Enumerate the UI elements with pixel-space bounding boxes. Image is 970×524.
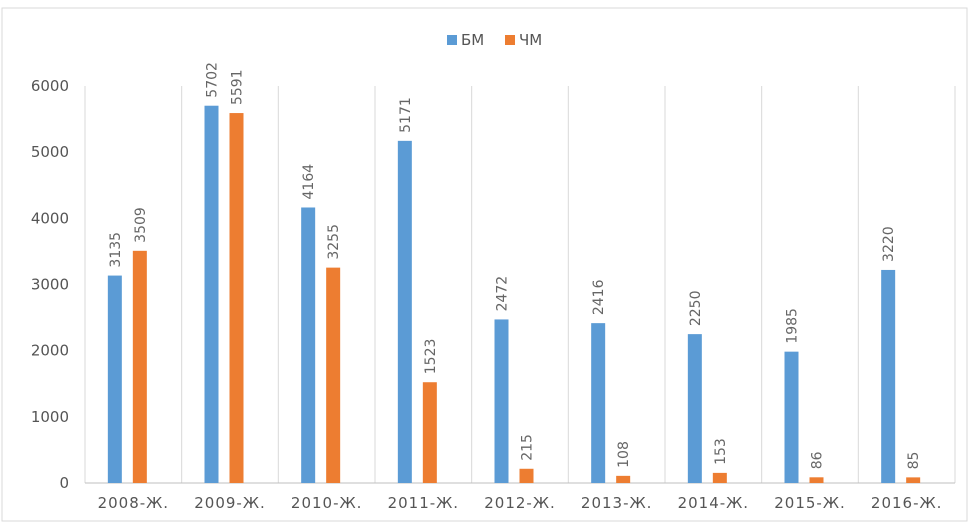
data-label: 1985: [785, 308, 801, 344]
data-label: 1523: [423, 339, 439, 375]
x-tick-label: 2014-Ж.: [678, 494, 750, 512]
bar: [204, 105, 219, 484]
bar: [301, 207, 316, 483]
bar: [809, 477, 824, 483]
bar: [784, 351, 799, 483]
x-tick-label: 2012-Ж.: [484, 494, 556, 512]
y-tick-label: 3000: [31, 276, 69, 294]
legend-label: ЧМ: [519, 31, 542, 49]
legend-label: БМ: [461, 31, 484, 49]
data-label: 5591: [230, 69, 246, 105]
data-label: 3255: [326, 224, 342, 260]
bar: [422, 382, 437, 483]
data-label: 5171: [398, 97, 414, 133]
bar: [229, 113, 244, 483]
bar: [687, 334, 702, 483]
x-tick-label: 2016-Ж.: [871, 494, 943, 512]
data-label: 86: [810, 451, 826, 469]
data-label: 3220: [881, 226, 897, 262]
data-label: 2250: [688, 290, 704, 326]
x-tick-label: 2015-Ж.: [774, 494, 846, 512]
y-tick-label: 2000: [31, 342, 69, 360]
bar: [107, 275, 122, 483]
x-tick-label: 2010-Ж.: [291, 494, 363, 512]
data-label: 108: [616, 441, 632, 468]
bar: [326, 267, 341, 483]
legend-swatch: [505, 35, 515, 45]
bar: [616, 475, 631, 483]
y-tick-label: 1000: [31, 408, 69, 426]
x-tick-label: 2013-Ж.: [581, 494, 653, 512]
data-label: 2472: [495, 276, 511, 312]
y-tick-label: 6000: [31, 77, 69, 95]
y-tick-label: 4000: [31, 209, 69, 227]
bar: [906, 477, 921, 483]
bar: [132, 250, 147, 483]
data-label: 3509: [133, 207, 149, 243]
data-label: 85: [906, 452, 922, 470]
bar: [519, 468, 534, 483]
data-label: 5702: [205, 62, 221, 98]
x-tick-label: 2011-Ж.: [388, 494, 460, 512]
chart-border: [1, 7, 968, 522]
bar: [397, 140, 412, 483]
y-tick-label: 5000: [31, 143, 69, 161]
bar: [494, 319, 509, 483]
data-label: 2416: [591, 279, 607, 315]
data-label: 3135: [108, 232, 124, 268]
bar: [881, 269, 896, 483]
x-tick-label: 2009-Ж.: [194, 494, 266, 512]
bar: [591, 323, 606, 483]
x-tick-label: 2008-Ж.: [98, 494, 170, 512]
bar: [712, 472, 727, 483]
y-tick-label: 0: [59, 474, 69, 492]
data-label: 215: [520, 434, 536, 461]
data-label: 4164: [301, 164, 317, 200]
data-label: 153: [713, 438, 729, 465]
legend-swatch: [447, 35, 457, 45]
